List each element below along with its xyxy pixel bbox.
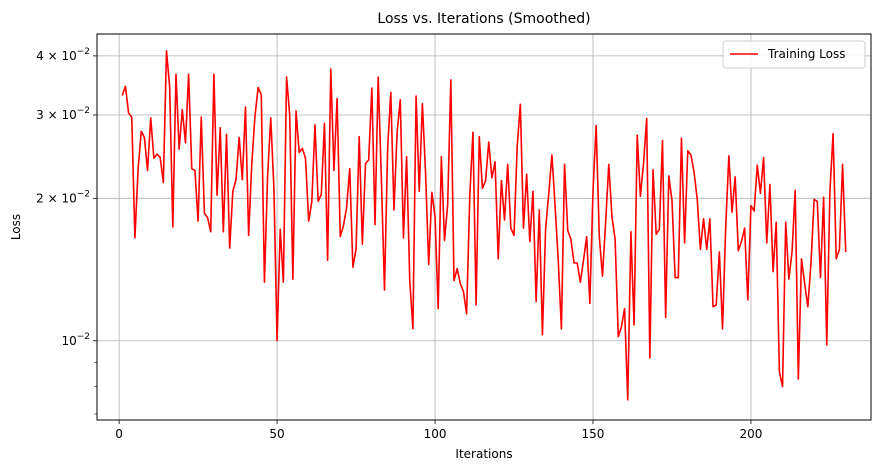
legend-box (722, 40, 866, 69)
x-tick-label: 0 (115, 427, 123, 441)
x-tick-label: 50 (269, 427, 284, 441)
series-line-training-loss (121, 50, 847, 401)
y-tick-label: 4 × 10−2 (36, 47, 90, 63)
x-tick-label: 200 (739, 427, 762, 441)
x-tick-label: 150 (582, 427, 605, 441)
y-axis-label: Loss (9, 214, 23, 240)
x-axis-ticks: 0 50 100 150 200 (115, 420, 762, 441)
plot-frame (96, 33, 872, 421)
plot-area (96, 33, 872, 421)
y-tick-label: 3 × 10−2 (36, 106, 90, 122)
legend-label: Training Loss (767, 47, 845, 61)
chart-title: Loss vs. Iterations (Smoothed) (377, 11, 590, 27)
legend: Training Loss (722, 40, 866, 69)
series-layer (121, 50, 847, 401)
x-axis-label: Iterations (455, 447, 512, 461)
y-tick-label: 2 × 10−2 (36, 189, 90, 205)
x-tick-label: 100 (424, 427, 447, 441)
